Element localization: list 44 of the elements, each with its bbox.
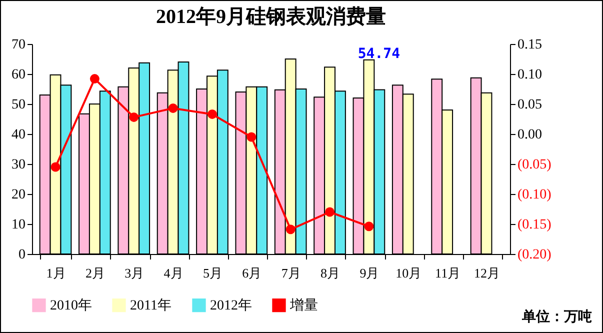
y2-tick-label: 0.05 [518,98,542,112]
point [207,109,217,119]
y-tick-label: 40 [12,128,26,142]
x-tick-label: 7月 [281,266,301,280]
x-tick-label: 4月 [164,266,184,280]
text: 单位：万吨 [522,308,592,326]
point [168,103,178,113]
y2-tick-label: (0.20) [518,248,552,262]
legend-label: 增量 [289,297,318,314]
x-tick-label: 6月 [242,266,262,280]
x-tick-label: 10月 [396,266,422,280]
y2-tick-label: (0.15) [518,218,552,232]
point [90,74,100,84]
x-tick-label: 5月 [202,266,222,280]
y-tick-label: 70 [12,38,26,52]
legend-label: 2011年 [130,297,172,314]
point [246,132,256,142]
y2-tick-label: (0.10) [518,188,552,202]
y2-tick-label: (0.05) [518,158,552,172]
y-tick-label: 0 [18,248,26,262]
x-tick-label: 9月 [360,266,380,280]
y-tick-label: 50 [12,98,26,112]
point [129,112,139,122]
y-tick-label: 10 [12,218,26,232]
y-tick-label: 20 [12,188,26,202]
legend-label: 2012年 [210,297,252,314]
y-tick-label: 60 [12,68,26,82]
x-tick-label: 8月 [320,266,340,280]
x-tick-label: 1月 [46,266,66,280]
annotation: 54.74 [358,46,400,62]
y-tick-label: 30 [12,158,26,172]
point [50,162,60,172]
legend-label: 2010年 [50,297,92,314]
x-tick-label: 12月 [474,266,500,280]
y2-tick-label: 0.10 [518,68,542,82]
x-tick-label: 11月 [435,266,461,280]
point [364,222,374,232]
point [286,224,296,234]
point [325,207,335,217]
x-tick-label: 3月 [124,266,144,280]
x-tick-label: 2月 [85,266,105,280]
chart-title: 2012年9月硅钢表观消费量 [156,6,386,28]
y2-tick-label: 0.00 [518,128,542,142]
y2-tick-label: 0.15 [518,38,542,52]
